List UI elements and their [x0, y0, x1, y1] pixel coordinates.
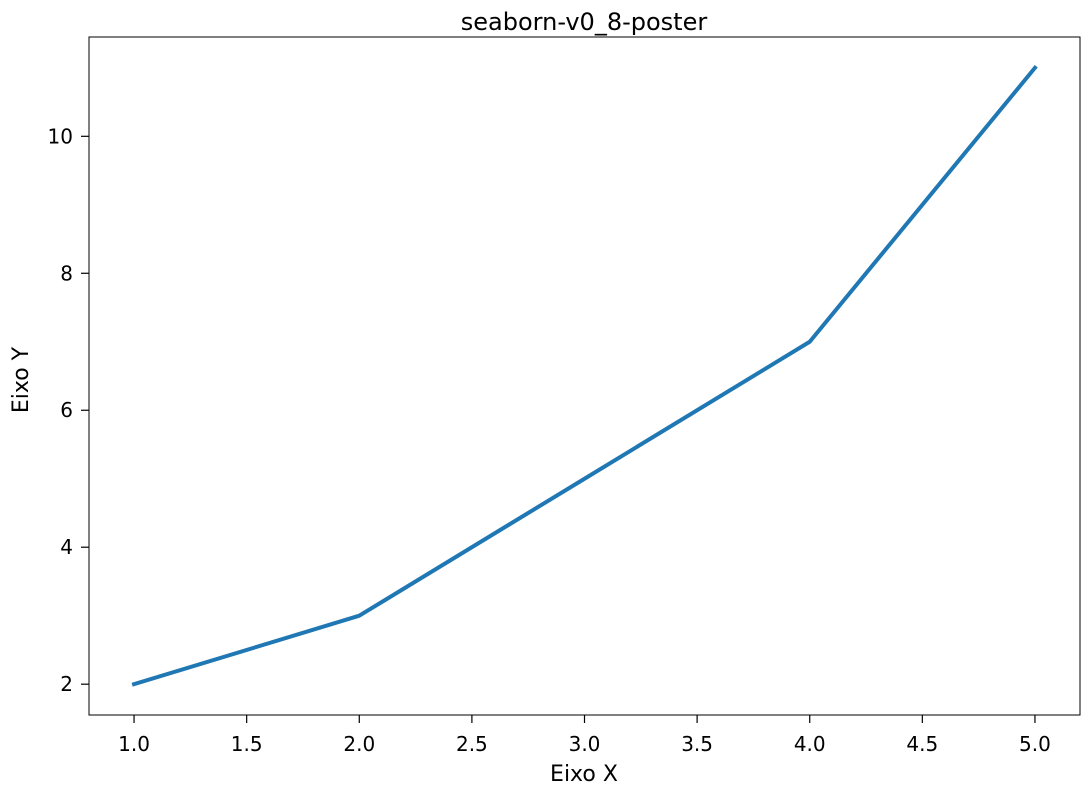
- x-tick-label: 3.5: [681, 732, 713, 756]
- x-axis: 1.0 1.5 2.0 2.5 3.0 3.5 4.0 4.5 5.0: [118, 715, 1051, 756]
- series-line-0: [131, 65, 1038, 687]
- x-tick-label: 4.5: [906, 732, 938, 756]
- y-tick-label: 6: [60, 398, 73, 422]
- y-tick-label: 4: [60, 535, 73, 559]
- y-tick-label: 8: [60, 261, 73, 285]
- series-layer: [131, 65, 1038, 687]
- y-tick-label: 10: [48, 124, 73, 148]
- x-tick-label: 5.0: [1019, 732, 1051, 756]
- x-tick-label: 2.5: [456, 732, 488, 756]
- x-axis-label: Eixo X: [550, 762, 618, 787]
- y-tick-label: 2: [60, 672, 73, 696]
- plot-area: [88, 36, 1081, 716]
- x-tick-label: 1.0: [118, 732, 150, 756]
- y-axis: 2 4 6 8 10: [48, 124, 89, 696]
- x-tick-label: 1.5: [231, 732, 263, 756]
- chart-title: seaborn-v0_8-poster: [461, 8, 708, 36]
- x-tick-label: 3.0: [569, 732, 601, 756]
- y-axis-label: Eixo Y: [9, 346, 34, 413]
- x-tick-label: 4.0: [794, 732, 826, 756]
- plot-frame: [88, 36, 1081, 716]
- x-tick-label: 2.0: [343, 732, 375, 756]
